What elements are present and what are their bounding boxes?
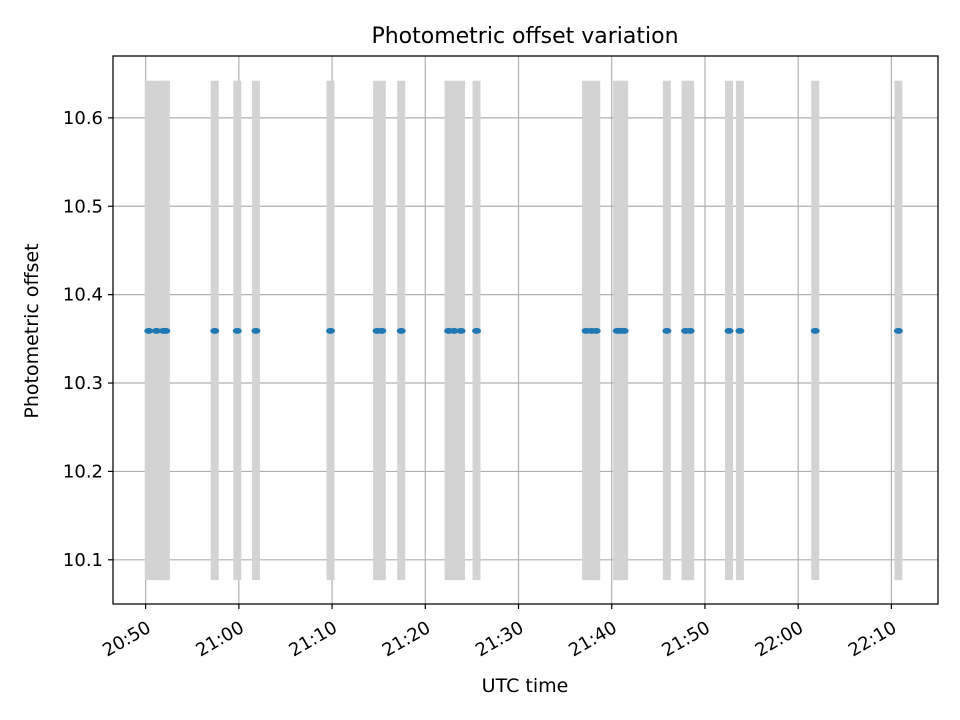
chart-title: Photometric offset variation <box>371 24 678 49</box>
y-axis-label: Photometric offset <box>21 243 43 418</box>
data-point <box>377 327 387 334</box>
data-point <box>161 327 171 334</box>
data-point <box>685 327 695 334</box>
x-axis-label: UTC time <box>482 675 569 697</box>
data-point <box>232 327 242 334</box>
data-point <box>893 327 903 334</box>
y-tick-label: 10.2 <box>63 461 103 482</box>
y-axis-ticks: 10.1 10.2 10.3 10.4 10.5 10.6 <box>63 108 113 571</box>
data-point <box>152 327 162 334</box>
data-point <box>144 327 154 334</box>
data-point <box>591 327 601 334</box>
data-point <box>472 327 482 334</box>
y-tick-label: 10.4 <box>63 285 103 306</box>
data-point <box>810 327 820 334</box>
plot-frame <box>112 55 939 605</box>
data-point <box>724 327 734 334</box>
data-point <box>456 327 466 334</box>
data-point <box>251 327 261 334</box>
y-tick-label: 10.5 <box>63 196 103 217</box>
data-point <box>326 327 336 334</box>
plot-area <box>113 56 938 604</box>
y-tick-label: 10.6 <box>63 108 103 129</box>
y-tick-label: 10.3 <box>63 373 103 394</box>
data-point <box>662 327 672 334</box>
data-point <box>619 327 629 334</box>
data-point <box>735 327 745 334</box>
data-point <box>449 327 459 334</box>
grid-lines <box>113 56 938 604</box>
data-points <box>144 327 903 334</box>
data-point <box>210 327 220 334</box>
data-point <box>396 327 406 334</box>
y-tick-label: 10.1 <box>63 550 103 571</box>
